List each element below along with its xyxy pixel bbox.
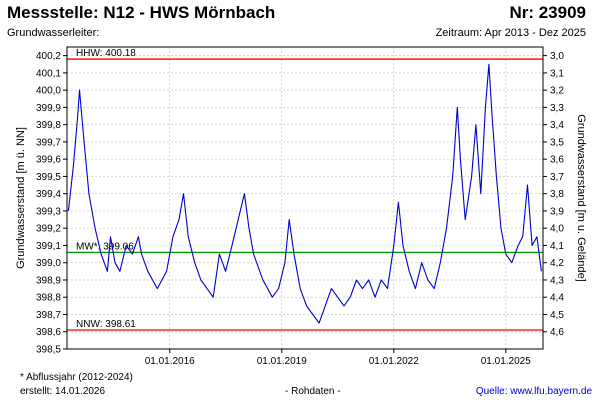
y-right-tick-label: 4,4 [550, 293, 564, 304]
y-right-tick-label: 3,6 [550, 155, 564, 166]
x-tick-label: 01.01.2019 [257, 356, 307, 367]
y-right-tick-label: 3,2 [550, 86, 564, 97]
y-right-tick-label: 4,3 [550, 275, 564, 286]
y-right-tick-label: 3,3 [550, 103, 564, 114]
y-tick-label: 398,7 [36, 310, 61, 321]
y-tick-label: 399,6 [36, 155, 61, 166]
y-tick-label: 399,8 [36, 120, 61, 131]
period-label: Zeitraum: Apr 2013 - Dez 2025 [435, 27, 586, 39]
raw-data-label: - Rohdaten - [285, 386, 341, 397]
reference-line-label: MW*: 399.06 [76, 241, 134, 252]
y-right-tick-label: 4,2 [550, 258, 564, 269]
y-right-tick-label: 3,9 [550, 206, 564, 217]
y-tick-label: 399,4 [36, 189, 61, 200]
y-tick-label: 399,9 [36, 103, 61, 114]
y-tick-label: 400,0 [36, 86, 61, 97]
y-tick-label: 398,6 [36, 327, 61, 338]
y-right-tick-label: 3,0 [550, 51, 564, 62]
y-tick-label: 400,2 [36, 51, 61, 62]
grid-lines [67, 47, 543, 350]
y-tick-label: 398,9 [36, 275, 61, 286]
y-right-tick-label: 4,6 [550, 327, 564, 338]
y-right-axis-title: Grundwasserstand [m u. Gelände] [575, 114, 587, 282]
y-right-tick-label: 4,5 [550, 310, 564, 321]
y-right-tick-label: 3,5 [550, 137, 564, 148]
source-link[interactable]: Quelle: www.lfu.bayern.de [475, 386, 592, 397]
y-right-tick-label: 3,7 [550, 172, 564, 183]
y-tick-label: 398,5 [36, 345, 61, 356]
y-tick-label: 399,5 [36, 172, 61, 183]
aquifer-label: Grundwasserleiter: [7, 27, 100, 39]
reference-lines: HHW: 400.18 MW*: 399.06 NNW: 398.61 [67, 48, 543, 331]
y-tick-label: 399,0 [36, 258, 61, 269]
y-tick-label: 399,1 [36, 241, 61, 252]
y-tick-label: 399,7 [36, 137, 61, 148]
axis-labels: 398,5 398,6 398,7 398,8 398,9 399,0 399,1 399,2… [15, 51, 587, 367]
x-tick-label: 01.01.2025 [481, 356, 531, 367]
y-right-tick-label: 3,8 [550, 189, 564, 200]
y-tick-label: 400,1 [36, 68, 61, 79]
created-date: erstellt: 14.01.2026 [20, 386, 106, 397]
plot-frame [66, 46, 544, 350]
station-number: Nr: 23909 [509, 3, 586, 22]
y-right-tick-label: 3,4 [550, 120, 564, 131]
y-right-tick-label: 4,1 [550, 241, 564, 252]
x-tick-label: 01.01.2016 [145, 356, 195, 367]
y-tick-label: 398,8 [36, 293, 61, 304]
reference-line-label: HHW: 400.18 [76, 48, 136, 59]
footnote: * Abflussjahr (2012-2024) [20, 372, 133, 383]
chart-title: Messstelle: N12 - HWS Mörnbach [7, 3, 276, 22]
y-tick-label: 399,3 [36, 206, 61, 217]
y-tick-label: 399,2 [36, 224, 61, 235]
reference-line-label: NNW: 398.61 [76, 319, 136, 330]
y-right-tick-label: 4,0 [550, 224, 564, 235]
x-tick-label: 01.01.2022 [369, 356, 419, 367]
series-line [67, 63, 542, 324]
y-axis-title: Grundwasserstand [m ü. NN] [15, 127, 27, 269]
series-layer [67, 63, 542, 324]
y-right-tick-label: 3,1 [550, 68, 564, 79]
